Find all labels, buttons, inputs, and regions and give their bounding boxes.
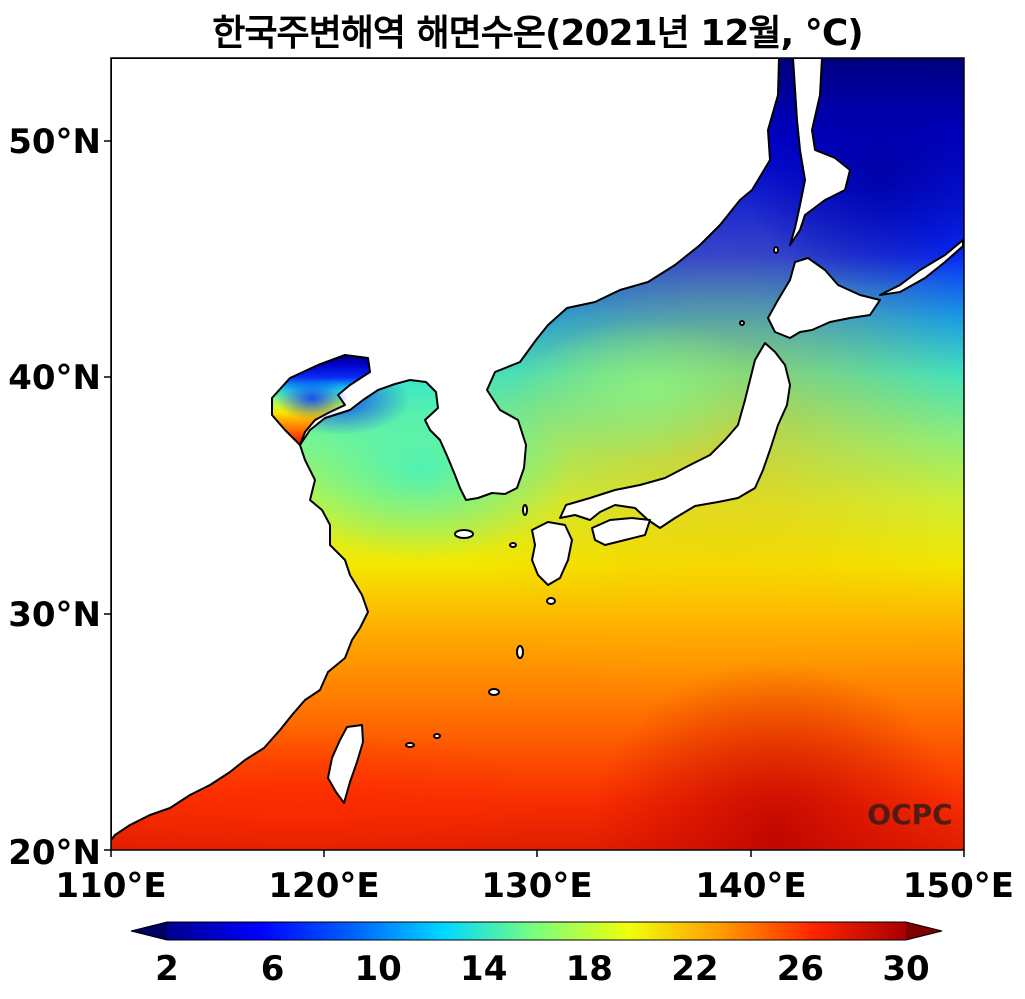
- latitude-axis: 50°N 40°N 30°N 20°N: [8, 122, 111, 873]
- lon-tick-label: 130°E: [481, 866, 592, 906]
- continent-landmass: [111, 58, 780, 841]
- colorbar-tick-label: 10: [354, 949, 401, 989]
- longitude-axis: 110°E 120°E 130°E 140°E 150°E: [55, 850, 1014, 906]
- colorbar-extend-low: [131, 922, 167, 940]
- lon-tick-label: 110°E: [55, 866, 166, 906]
- lat-tick-label: 30°N: [8, 595, 101, 635]
- lat-tick-label: 20°N: [8, 833, 101, 873]
- taiwan-island: [327, 724, 364, 804]
- colorbar-extend-high: [906, 922, 942, 940]
- colorbar-tick-label: 22: [671, 949, 718, 989]
- colorbar-gradient: [167, 922, 906, 940]
- hokkaido-island: [767, 257, 881, 339]
- lon-tick-label: 120°E: [268, 866, 379, 906]
- ocpc-watermark: OCPC: [867, 798, 952, 831]
- lat-tick-label: 40°N: [8, 358, 101, 398]
- colorbar-tick-label: 6: [261, 949, 285, 989]
- shikoku-island: [591, 517, 651, 546]
- lon-tick-label: 150°E: [903, 866, 1014, 906]
- colorbar-tick-label: 2: [155, 949, 179, 989]
- colorbar-tick-label: 30: [882, 949, 929, 989]
- lat-tick-label: 50°N: [8, 122, 101, 162]
- colorbar-tick-label: 18: [566, 949, 613, 989]
- sakhalin-island: [789, 58, 851, 246]
- jeju-island: [454, 529, 474, 539]
- lon-tick-label: 140°E: [695, 866, 806, 906]
- map-title: 한국주변해역 해면수온(2021년 12월, ℃): [212, 13, 864, 54]
- honshu-island: [559, 342, 791, 529]
- land-masses: [111, 58, 964, 841]
- kyushu-island: [531, 521, 573, 586]
- colorbar-tick-label: 26: [777, 949, 824, 989]
- colorbar-tick-label: 14: [460, 949, 507, 989]
- colorbar: 2 6 10 14 18 22 26 30: [130, 921, 943, 989]
